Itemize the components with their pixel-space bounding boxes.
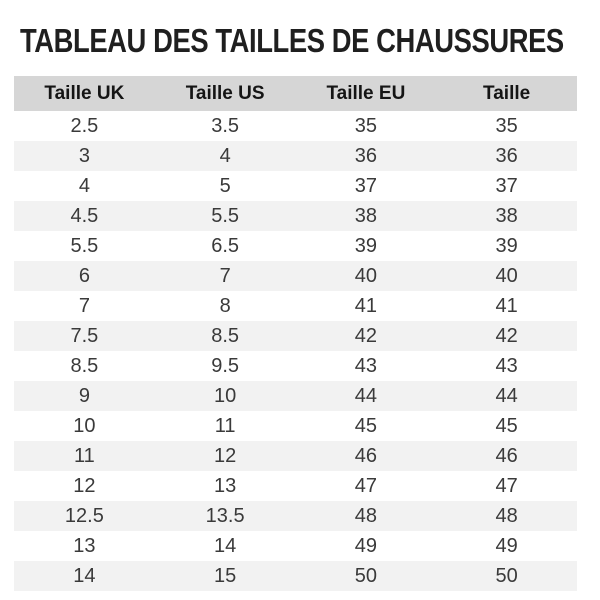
table-row: 2.5 3.5 35 35 xyxy=(14,111,577,141)
size-cell: 36 xyxy=(436,141,577,171)
table-row: 7 8 41 41 xyxy=(14,291,577,321)
size-cell: 13.5 xyxy=(154,501,296,531)
size-cell: 37 xyxy=(295,171,437,201)
size-cell: 45 xyxy=(436,411,577,441)
table-row: 4.5 5.5 38 38 xyxy=(14,201,577,231)
size-cell: 8.5 xyxy=(154,321,296,351)
size-cell: 48 xyxy=(295,501,437,531)
table-row: 11 12 46 46 xyxy=(14,441,577,471)
table-row: 14 15 50 50 xyxy=(14,561,577,591)
table-row: 10 11 45 45 xyxy=(14,411,577,441)
size-cell: 7.5 xyxy=(14,321,155,351)
table-row: 3 4 36 36 xyxy=(14,141,577,171)
size-cell: 10 xyxy=(154,381,296,411)
table-row: 8.5 9.5 43 43 xyxy=(14,351,577,381)
table-row: 6 7 40 40 xyxy=(14,261,577,291)
column-header-taille: Taille xyxy=(436,76,577,111)
size-table-body: 2.5 3.5 35 35 3 4 36 36 4 5 37 37 4.5 5.5 38 38 5.5 6.5 39… xyxy=(14,111,577,591)
size-cell: 44 xyxy=(295,381,437,411)
size-cell: 50 xyxy=(436,561,577,591)
table-row: 9 10 44 44 xyxy=(14,381,577,411)
size-cell: 6.5 xyxy=(154,231,296,261)
size-cell: 5.5 xyxy=(14,231,155,261)
size-cell: 35 xyxy=(295,111,437,141)
size-cell: 43 xyxy=(436,351,577,381)
size-cell: 9 xyxy=(14,381,155,411)
size-cell: 6 xyxy=(14,261,155,291)
size-cell: 4.5 xyxy=(14,201,155,231)
size-cell: 41 xyxy=(295,291,437,321)
table-row: 12.5 13.5 48 48 xyxy=(14,501,577,531)
size-cell: 49 xyxy=(295,531,437,561)
size-cell: 5 xyxy=(154,171,296,201)
size-cell: 13 xyxy=(14,531,155,561)
size-cell: 7 xyxy=(154,261,296,291)
size-cell: 5.5 xyxy=(154,201,296,231)
size-cell: 13 xyxy=(154,471,296,501)
size-chart-page: TABLEAU DES TAILLES DE CHAUSSURES Taille… xyxy=(0,24,600,600)
size-table-header: Taille UK Taille US Taille EU Taille xyxy=(14,76,577,111)
column-header-taille-us: Taille US xyxy=(154,76,296,111)
size-cell: 12.5 xyxy=(14,501,155,531)
size-cell: 11 xyxy=(154,411,296,441)
size-cell: 49 xyxy=(436,531,577,561)
size-cell: 39 xyxy=(295,231,437,261)
size-cell: 8 xyxy=(154,291,296,321)
size-cell: 40 xyxy=(436,261,577,291)
size-cell: 40 xyxy=(295,261,437,291)
size-cell: 10 xyxy=(14,411,155,441)
size-cell: 35 xyxy=(436,111,577,141)
size-cell: 44 xyxy=(436,381,577,411)
size-cell: 15 xyxy=(154,561,296,591)
size-cell: 4 xyxy=(14,171,155,201)
size-cell: 38 xyxy=(295,201,437,231)
size-cell: 41 xyxy=(436,291,577,321)
size-cell: 3 xyxy=(14,141,155,171)
size-cell: 14 xyxy=(14,561,155,591)
page-title: TABLEAU DES TAILLES DE CHAUSSURES xyxy=(20,22,564,59)
size-cell: 2.5 xyxy=(14,111,155,141)
size-cell: 12 xyxy=(154,441,296,471)
size-cell: 8.5 xyxy=(14,351,155,381)
size-cell: 4 xyxy=(154,141,296,171)
size-cell: 50 xyxy=(295,561,437,591)
size-cell: 46 xyxy=(436,441,577,471)
size-cell: 46 xyxy=(295,441,437,471)
table-row: 5.5 6.5 39 39 xyxy=(14,231,577,261)
header-row: Taille UK Taille US Taille EU Taille xyxy=(14,76,577,111)
size-cell: 48 xyxy=(436,501,577,531)
size-cell: 36 xyxy=(295,141,437,171)
size-cell: 43 xyxy=(295,351,437,381)
size-cell: 14 xyxy=(154,531,296,561)
size-cell: 47 xyxy=(295,471,437,501)
column-header-taille-uk: Taille UK xyxy=(14,76,155,111)
column-header-taille-eu: Taille EU xyxy=(295,76,437,111)
size-cell: 42 xyxy=(295,321,437,351)
size-cell: 9.5 xyxy=(154,351,296,381)
table-row: 4 5 37 37 xyxy=(14,171,577,201)
size-cell: 37 xyxy=(436,171,577,201)
size-table: Taille UK Taille US Taille EU Taille 2.5… xyxy=(14,76,577,591)
size-cell: 47 xyxy=(436,471,577,501)
size-cell: 3.5 xyxy=(154,111,296,141)
size-cell: 45 xyxy=(295,411,437,441)
table-row: 13 14 49 49 xyxy=(14,531,577,561)
size-cell: 39 xyxy=(436,231,577,261)
table-row: 12 13 47 47 xyxy=(14,471,577,501)
size-cell: 42 xyxy=(436,321,577,351)
size-cell: 38 xyxy=(436,201,577,231)
table-row: 7.5 8.5 42 42 xyxy=(14,321,577,351)
size-cell: 11 xyxy=(14,441,155,471)
size-cell: 7 xyxy=(14,291,155,321)
size-cell: 12 xyxy=(14,471,155,501)
